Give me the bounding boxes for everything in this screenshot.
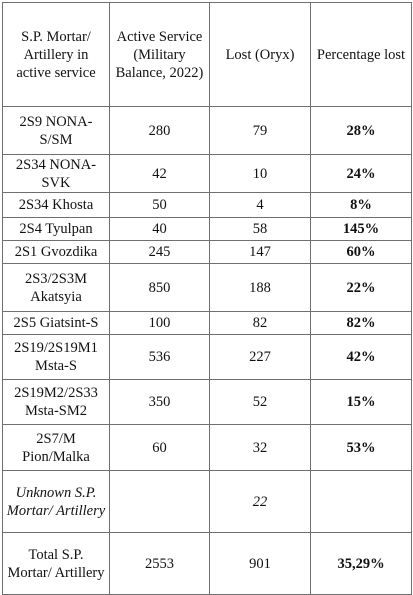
lost-count-cell: 227 xyxy=(209,334,311,380)
active-count-cell: 42 xyxy=(109,154,210,193)
percentage-cell: 60% xyxy=(310,240,412,264)
active-count-cell: 50 xyxy=(109,192,210,218)
vehicle-name-cell: 2S34 Khosta xyxy=(2,192,110,218)
lost-count-cell: 79 xyxy=(209,106,311,155)
vehicle-name-cell: 2S9 NONA-S/SM xyxy=(2,106,110,155)
header-vehicle: S.P. Mortar/ Artillery in active service xyxy=(2,2,110,107)
vehicle-name-cell: 2S5 Giatsint-S xyxy=(2,311,110,335)
header-active-service: Active Service (Military Balance, 2022) xyxy=(109,2,210,107)
active-count-cell: 536 xyxy=(109,334,210,380)
vehicle-name-cell: 2S34 NONA-SVK xyxy=(2,154,110,193)
lost-count-cell: 82 xyxy=(209,311,311,335)
active-count-cell: 40 xyxy=(109,217,210,241)
lost-count-cell: 147 xyxy=(209,240,311,264)
total-row: Total S.P. Mortar/ Artillery 2553 901 35… xyxy=(2,532,412,595)
header-row: S.P. Mortar/ Artillery in active service… xyxy=(2,2,412,107)
percentage-cell: 145% xyxy=(310,217,412,241)
percentage-cell: 15% xyxy=(310,379,412,425)
table-row: 2S9 NONA-S/SM 280 79 28% xyxy=(2,106,412,155)
table-row: Unknown S.P. Mortar/ Artillery 22 xyxy=(2,470,412,533)
lost-count-cell: 4 xyxy=(209,192,311,218)
vehicle-name-cell: 2S19M2/2S33 Msta-SM2 xyxy=(2,379,110,425)
percentage-cell: 22% xyxy=(310,263,412,312)
active-count-cell: 100 xyxy=(109,311,210,335)
percentage-cell: 42% xyxy=(310,334,412,380)
active-count-cell: 850 xyxy=(109,263,210,312)
vehicle-name-cell: 2S7/M Pion/Malka xyxy=(2,424,110,471)
percentage-cell: 24% xyxy=(310,154,412,193)
lost-count-cell: 901 xyxy=(209,532,311,595)
percentage-cell xyxy=(310,470,412,533)
vehicle-name-cell: 2S19/2S19M1 Msta-S xyxy=(2,334,110,380)
table-row: 2S19M2/2S33 Msta-SM2 350 52 15% xyxy=(2,379,412,425)
vehicle-name-cell: 2S3/2S3M Akatsyia xyxy=(2,263,110,312)
active-count-cell: 2553 xyxy=(109,532,210,595)
active-count-cell: 350 xyxy=(109,379,210,425)
active-count-cell xyxy=(109,470,210,533)
table-row: 2S19/2S19M1 Msta-S 536 227 42% xyxy=(2,334,412,380)
table-row: 2S5 Giatsint-S 100 82 82% xyxy=(2,311,412,335)
percentage-cell: 53% xyxy=(310,424,412,471)
table-row: 2S34 NONA-SVK 42 10 24% xyxy=(2,154,412,193)
percentage-cell: 28% xyxy=(310,106,412,155)
table-row: 2S1 Gvozdika 245 147 60% xyxy=(2,240,412,264)
active-count-cell: 245 xyxy=(109,240,210,264)
table-row: 2S7/M Pion/Malka 60 32 53% xyxy=(2,424,412,471)
lost-count-cell: 58 xyxy=(209,217,311,241)
lost-count-cell: 32 xyxy=(209,424,311,471)
percentage-cell: 8% xyxy=(310,192,412,218)
active-count-cell: 280 xyxy=(109,106,210,155)
header-lost: Lost (Oryx) xyxy=(209,2,311,107)
header-percentage-lost: Percentage lost xyxy=(310,2,412,107)
vehicle-name-cell: Total S.P. Mortar/ Artillery xyxy=(2,532,110,595)
table-row: 2S34 Khosta 50 4 8% xyxy=(2,192,412,218)
vehicle-name-cell: Unknown S.P. Mortar/ Artillery xyxy=(2,470,110,533)
lost-count-cell: 10 xyxy=(209,154,311,193)
vehicle-name-cell: 2S1 Gvozdika xyxy=(2,240,110,264)
lost-count-cell: 52 xyxy=(209,379,311,425)
table-row: 2S3/2S3M Akatsyia 850 188 22% xyxy=(2,263,412,312)
lost-count-cell: 188 xyxy=(209,263,311,312)
vehicle-name-cell: 2S4 Tyulpan xyxy=(2,217,110,241)
percentage-cell: 35,29% xyxy=(310,532,412,595)
table-row: 2S4 Tyulpan 40 58 145% xyxy=(2,217,412,241)
lost-count-cell: 22 xyxy=(209,470,311,533)
percentage-cell: 82% xyxy=(310,311,412,335)
active-count-cell: 60 xyxy=(109,424,210,471)
